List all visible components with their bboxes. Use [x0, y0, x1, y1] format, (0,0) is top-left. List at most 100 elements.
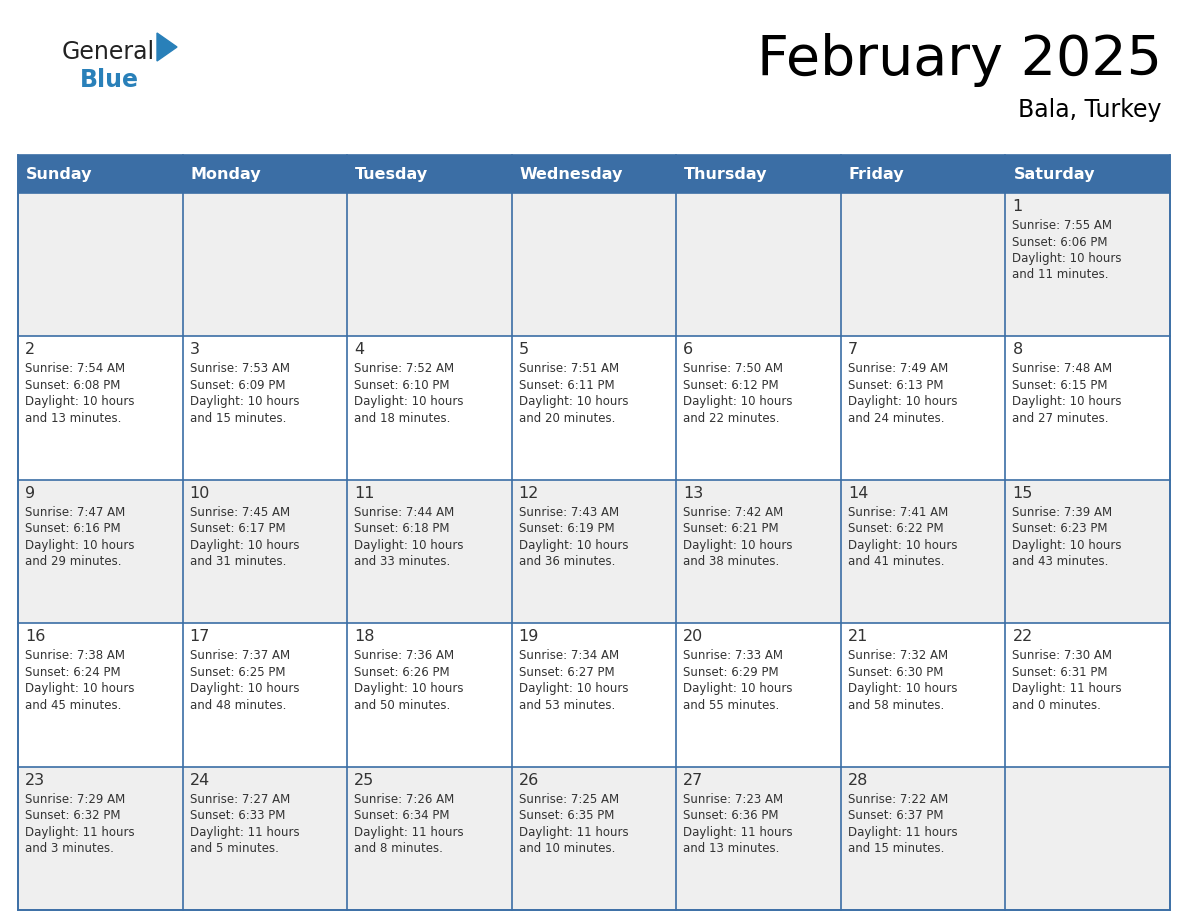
- Text: Sunrise: 7:30 AM: Sunrise: 7:30 AM: [1012, 649, 1112, 662]
- Text: Daylight: 11 hours: Daylight: 11 hours: [25, 825, 134, 839]
- Text: Sunrise: 7:25 AM: Sunrise: 7:25 AM: [519, 792, 619, 806]
- Text: and 48 minutes.: and 48 minutes.: [190, 699, 286, 711]
- Text: Sunrise: 7:39 AM: Sunrise: 7:39 AM: [1012, 506, 1112, 519]
- Text: Daylight: 10 hours: Daylight: 10 hours: [1012, 539, 1121, 552]
- Text: 5: 5: [519, 342, 529, 357]
- Text: Sunrise: 7:51 AM: Sunrise: 7:51 AM: [519, 363, 619, 375]
- Text: and 0 minutes.: and 0 minutes.: [1012, 699, 1101, 711]
- Text: and 15 minutes.: and 15 minutes.: [848, 842, 944, 855]
- Bar: [676, 155, 841, 193]
- Text: and 8 minutes.: and 8 minutes.: [354, 842, 443, 855]
- Text: Sunset: 6:37 PM: Sunset: 6:37 PM: [848, 809, 943, 823]
- Text: Sunset: 6:06 PM: Sunset: 6:06 PM: [1012, 236, 1108, 249]
- Text: Sunrise: 7:55 AM: Sunrise: 7:55 AM: [1012, 219, 1112, 232]
- Text: 13: 13: [683, 486, 703, 501]
- Text: Sunset: 6:09 PM: Sunset: 6:09 PM: [190, 379, 285, 392]
- Text: Thursday: Thursday: [684, 166, 767, 182]
- Text: 21: 21: [848, 629, 868, 644]
- Text: Sunset: 6:23 PM: Sunset: 6:23 PM: [1012, 522, 1108, 535]
- Text: 16: 16: [25, 629, 45, 644]
- Text: and 38 minutes.: and 38 minutes.: [683, 555, 779, 568]
- Bar: [1005, 155, 1170, 193]
- Text: Saturday: Saturday: [1013, 166, 1095, 182]
- Text: Sunrise: 7:43 AM: Sunrise: 7:43 AM: [519, 506, 619, 519]
- Text: Sunset: 6:17 PM: Sunset: 6:17 PM: [190, 522, 285, 535]
- Text: Sunrise: 7:37 AM: Sunrise: 7:37 AM: [190, 649, 290, 662]
- Text: and 55 minutes.: and 55 minutes.: [683, 699, 779, 711]
- Text: Sunrise: 7:38 AM: Sunrise: 7:38 AM: [25, 649, 125, 662]
- Text: 1: 1: [1012, 199, 1023, 214]
- Text: Sunrise: 7:36 AM: Sunrise: 7:36 AM: [354, 649, 454, 662]
- Text: Sunset: 6:35 PM: Sunset: 6:35 PM: [519, 809, 614, 823]
- Text: 14: 14: [848, 486, 868, 501]
- Text: February 2025: February 2025: [757, 33, 1162, 87]
- Text: Sunrise: 7:27 AM: Sunrise: 7:27 AM: [190, 792, 290, 806]
- Text: Daylight: 10 hours: Daylight: 10 hours: [683, 682, 792, 695]
- Text: and 31 minutes.: and 31 minutes.: [190, 555, 286, 568]
- Text: Sunset: 6:22 PM: Sunset: 6:22 PM: [848, 522, 943, 535]
- Text: Daylight: 10 hours: Daylight: 10 hours: [190, 539, 299, 552]
- Text: Daylight: 10 hours: Daylight: 10 hours: [354, 682, 463, 695]
- Text: and 11 minutes.: and 11 minutes.: [1012, 268, 1108, 282]
- Text: Sunrise: 7:48 AM: Sunrise: 7:48 AM: [1012, 363, 1112, 375]
- Text: Daylight: 10 hours: Daylight: 10 hours: [1012, 396, 1121, 409]
- Text: Sunrise: 7:52 AM: Sunrise: 7:52 AM: [354, 363, 454, 375]
- Text: Sunset: 6:24 PM: Sunset: 6:24 PM: [25, 666, 121, 678]
- Text: Sunset: 6:18 PM: Sunset: 6:18 PM: [354, 522, 449, 535]
- Text: Daylight: 10 hours: Daylight: 10 hours: [25, 396, 134, 409]
- Text: Sunset: 6:30 PM: Sunset: 6:30 PM: [848, 666, 943, 678]
- Text: Sunset: 6:29 PM: Sunset: 6:29 PM: [683, 666, 779, 678]
- Bar: [18, 623, 1170, 767]
- Text: 11: 11: [354, 486, 374, 501]
- Text: and 50 minutes.: and 50 minutes.: [354, 699, 450, 711]
- Bar: [183, 155, 347, 193]
- Text: 27: 27: [683, 773, 703, 788]
- Text: Sunrise: 7:49 AM: Sunrise: 7:49 AM: [848, 363, 948, 375]
- Text: Sunset: 6:36 PM: Sunset: 6:36 PM: [683, 809, 779, 823]
- Text: 26: 26: [519, 773, 539, 788]
- Text: Sunset: 6:19 PM: Sunset: 6:19 PM: [519, 522, 614, 535]
- Text: Sunrise: 7:29 AM: Sunrise: 7:29 AM: [25, 792, 125, 806]
- Text: Sunset: 6:31 PM: Sunset: 6:31 PM: [1012, 666, 1108, 678]
- Text: and 58 minutes.: and 58 minutes.: [848, 699, 944, 711]
- Text: Blue: Blue: [80, 68, 139, 92]
- Text: Sunset: 6:32 PM: Sunset: 6:32 PM: [25, 809, 120, 823]
- Text: and 53 minutes.: and 53 minutes.: [519, 699, 615, 711]
- Text: Sunset: 6:12 PM: Sunset: 6:12 PM: [683, 379, 779, 392]
- Text: Sunrise: 7:34 AM: Sunrise: 7:34 AM: [519, 649, 619, 662]
- Text: Daylight: 10 hours: Daylight: 10 hours: [683, 539, 792, 552]
- Text: 24: 24: [190, 773, 210, 788]
- Text: and 13 minutes.: and 13 minutes.: [683, 842, 779, 855]
- Text: Sunrise: 7:23 AM: Sunrise: 7:23 AM: [683, 792, 783, 806]
- Text: 17: 17: [190, 629, 210, 644]
- Text: Sunrise: 7:50 AM: Sunrise: 7:50 AM: [683, 363, 783, 375]
- Text: Sunset: 6:15 PM: Sunset: 6:15 PM: [1012, 379, 1108, 392]
- Text: 12: 12: [519, 486, 539, 501]
- Text: Tuesday: Tuesday: [355, 166, 428, 182]
- Text: 20: 20: [683, 629, 703, 644]
- Text: Monday: Monday: [190, 166, 261, 182]
- Text: Daylight: 11 hours: Daylight: 11 hours: [848, 825, 958, 839]
- Text: Daylight: 10 hours: Daylight: 10 hours: [519, 396, 628, 409]
- Text: Sunset: 6:08 PM: Sunset: 6:08 PM: [25, 379, 120, 392]
- Bar: [512, 155, 676, 193]
- Text: and 13 minutes.: and 13 minutes.: [25, 412, 121, 425]
- Text: and 41 minutes.: and 41 minutes.: [848, 555, 944, 568]
- Text: Daylight: 11 hours: Daylight: 11 hours: [683, 825, 792, 839]
- Text: Sunset: 6:26 PM: Sunset: 6:26 PM: [354, 666, 450, 678]
- Text: and 5 minutes.: and 5 minutes.: [190, 842, 278, 855]
- Text: Sunset: 6:13 PM: Sunset: 6:13 PM: [848, 379, 943, 392]
- Text: Daylight: 10 hours: Daylight: 10 hours: [683, 396, 792, 409]
- Text: Daylight: 10 hours: Daylight: 10 hours: [848, 539, 958, 552]
- Text: Sunset: 6:25 PM: Sunset: 6:25 PM: [190, 666, 285, 678]
- Text: and 3 minutes.: and 3 minutes.: [25, 842, 114, 855]
- Text: and 24 minutes.: and 24 minutes.: [848, 412, 944, 425]
- Text: Daylight: 11 hours: Daylight: 11 hours: [1012, 682, 1121, 695]
- Text: Sunrise: 7:42 AM: Sunrise: 7:42 AM: [683, 506, 784, 519]
- Text: 15: 15: [1012, 486, 1032, 501]
- Bar: [18, 767, 1170, 910]
- Text: Sunset: 6:10 PM: Sunset: 6:10 PM: [354, 379, 449, 392]
- Text: Bala, Turkey: Bala, Turkey: [1018, 98, 1162, 122]
- Text: and 10 minutes.: and 10 minutes.: [519, 842, 615, 855]
- Bar: [347, 155, 512, 193]
